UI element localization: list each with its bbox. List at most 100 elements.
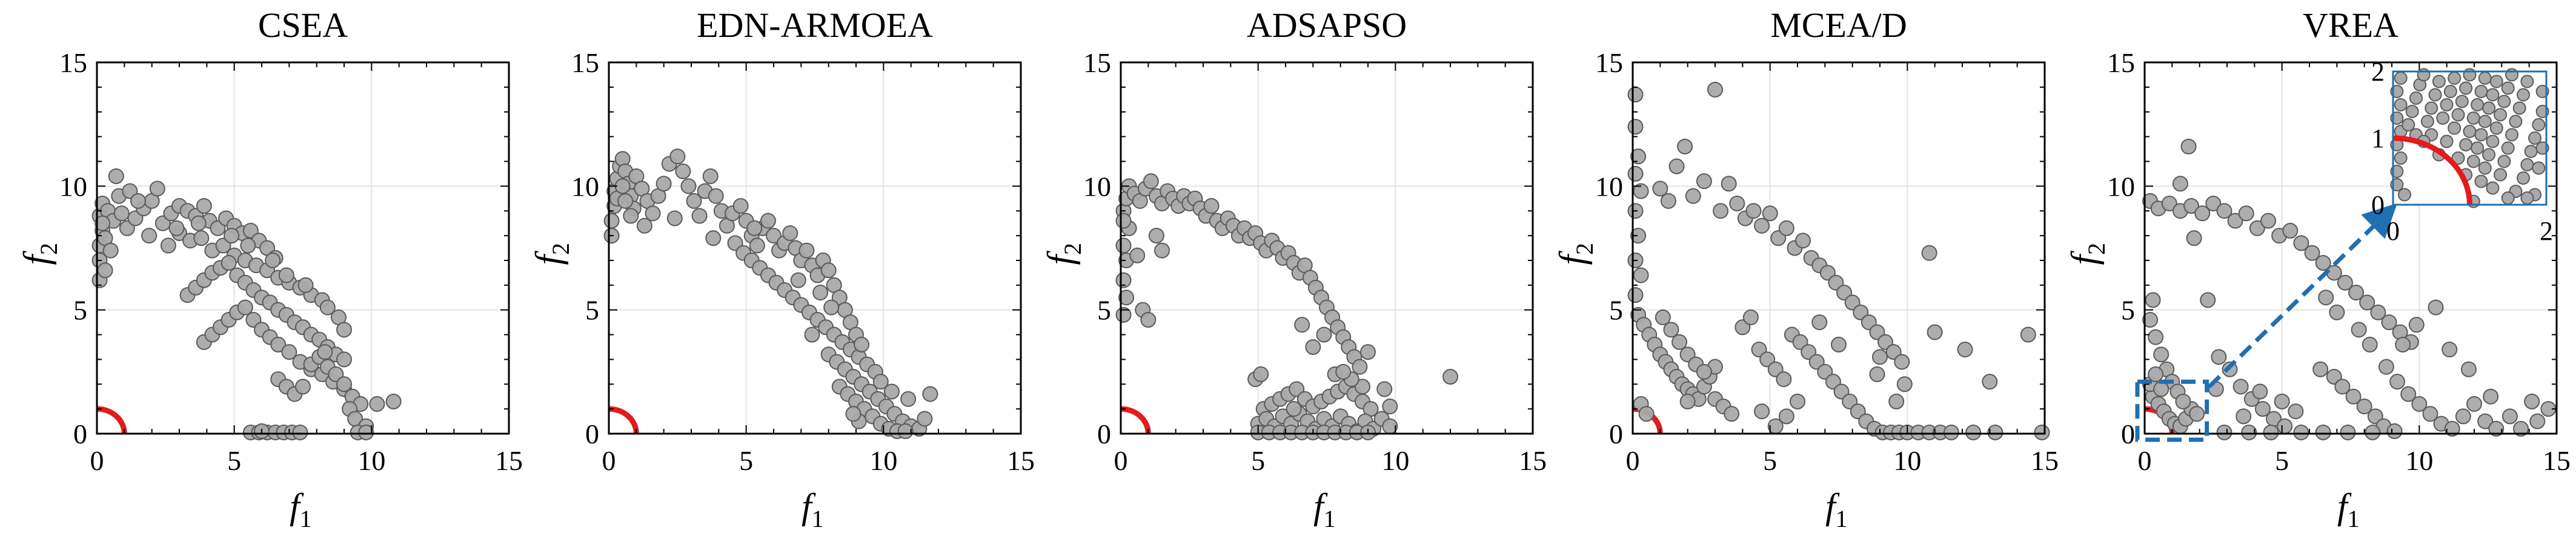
- data-point: [1627, 287, 1644, 303]
- inset-data-point: [2478, 114, 2492, 128]
- data-point: [708, 188, 724, 204]
- axis-ticks: [1632, 62, 2045, 434]
- panel-mcead: 0 5 10 15 0 5 10 15 MCEA/D f1 f2: [1552, 5, 2059, 532]
- data-point: [623, 208, 639, 224]
- data-point: [617, 193, 634, 209]
- data-point: [2148, 366, 2164, 382]
- zoom-arrow: [2208, 203, 2398, 388]
- data-point: [1115, 213, 1132, 229]
- data-point: [669, 148, 686, 165]
- y-tick-label: 5: [1609, 295, 1623, 326]
- y-tick-label: 15: [1595, 47, 1623, 78]
- data-point: [2340, 424, 2356, 440]
- data-point: [1143, 173, 1159, 190]
- data-point: [2477, 413, 2494, 429]
- data-point: [1677, 138, 1693, 154]
- data-point: [2142, 312, 2159, 328]
- inset-data-point: [2459, 81, 2473, 95]
- axes-frame: [1632, 61, 2046, 435]
- data-point: [224, 228, 240, 244]
- inset-data-point: [2474, 85, 2488, 98]
- data-point: [2444, 420, 2460, 437]
- data-point: [1627, 119, 1644, 135]
- y-tick-label: 10: [1595, 171, 1623, 202]
- data-point: [2260, 213, 2276, 229]
- inset-data-point: [2520, 74, 2534, 88]
- data-point: [369, 396, 385, 412]
- data-point: [1742, 309, 1759, 325]
- data-point: [2172, 176, 2188, 192]
- data-point: [2153, 381, 2169, 397]
- data-point: [2312, 361, 2329, 377]
- data-point: [1831, 336, 1847, 353]
- data-point: [190, 215, 207, 231]
- axes-frame: [608, 61, 1022, 435]
- inset-data-point: [2520, 191, 2534, 205]
- inset-data-point: [2532, 161, 2546, 175]
- inset-data-point: [2501, 81, 2515, 95]
- inset-x-tick-label: 2: [2540, 216, 2553, 246]
- inset-data-point: [2505, 128, 2519, 142]
- inset-data-point: [2405, 105, 2419, 118]
- data-point: [2329, 304, 2345, 320]
- data-point: [1927, 324, 1943, 340]
- y-tick-label: 15: [2107, 47, 2135, 78]
- data-point: [823, 299, 840, 316]
- data-point: [804, 326, 820, 343]
- inset-data-point: [2466, 111, 2480, 125]
- data-point: [1729, 195, 1745, 211]
- data-point: [1869, 366, 1885, 382]
- data-point: [358, 424, 374, 440]
- data-point: [656, 176, 672, 192]
- y-axis-label: f2: [1552, 243, 1598, 265]
- data-point: [1118, 290, 1135, 306]
- axis-ticks: [608, 62, 1021, 434]
- data-point: [782, 225, 798, 241]
- data-point: [292, 424, 308, 440]
- inset-y-tick-label: 0: [2371, 190, 2385, 220]
- data-point: [141, 228, 158, 244]
- data-point: [2483, 388, 2499, 405]
- data-point: [130, 193, 146, 209]
- x-tick-label: 10: [1893, 445, 1921, 476]
- axis-ticks: [96, 62, 510, 434]
- data-point: [196, 198, 212, 214]
- data-points: [91, 168, 402, 440]
- inset-data-point: [2466, 154, 2480, 168]
- y-tick-label: 15: [1083, 47, 1111, 78]
- data-point: [1442, 369, 1458, 385]
- data-point: [1360, 344, 1376, 360]
- inset-data-point: [2428, 88, 2442, 102]
- data-point: [1795, 233, 1811, 249]
- data-point: [193, 230, 210, 247]
- data-point: [691, 208, 708, 224]
- data-point: [917, 411, 933, 427]
- x-tick-label: 0: [90, 445, 104, 476]
- data-point: [2183, 198, 2200, 214]
- x-tick-label: 15: [495, 445, 523, 476]
- data-point: [603, 213, 620, 229]
- data-point: [2277, 418, 2293, 434]
- data-point: [265, 252, 281, 268]
- data-point: [2293, 235, 2309, 251]
- data-point: [336, 322, 352, 338]
- inset-data-point: [2494, 108, 2508, 122]
- x-tick-label: 0: [2138, 445, 2152, 476]
- data-point: [705, 230, 722, 247]
- x-tick-label: 0: [1114, 445, 1128, 476]
- data-point: [1679, 393, 1696, 409]
- data-point: [2249, 220, 2265, 236]
- data-point: [2466, 396, 2482, 412]
- data-point: [666, 210, 683, 227]
- data-point: [2180, 138, 2197, 154]
- inset-data-point: [2478, 161, 2492, 175]
- inset-data-point: [2482, 101, 2496, 115]
- axes-frame: [2143, 61, 2558, 435]
- data-point: [281, 344, 297, 360]
- data-point: [2370, 304, 2386, 320]
- inset-data-point: [2474, 128, 2488, 142]
- x-axis-label: f1: [1825, 486, 1848, 532]
- data-point: [2153, 346, 2169, 363]
- inset-data-point: [2440, 134, 2454, 148]
- data-point: [1762, 205, 1778, 222]
